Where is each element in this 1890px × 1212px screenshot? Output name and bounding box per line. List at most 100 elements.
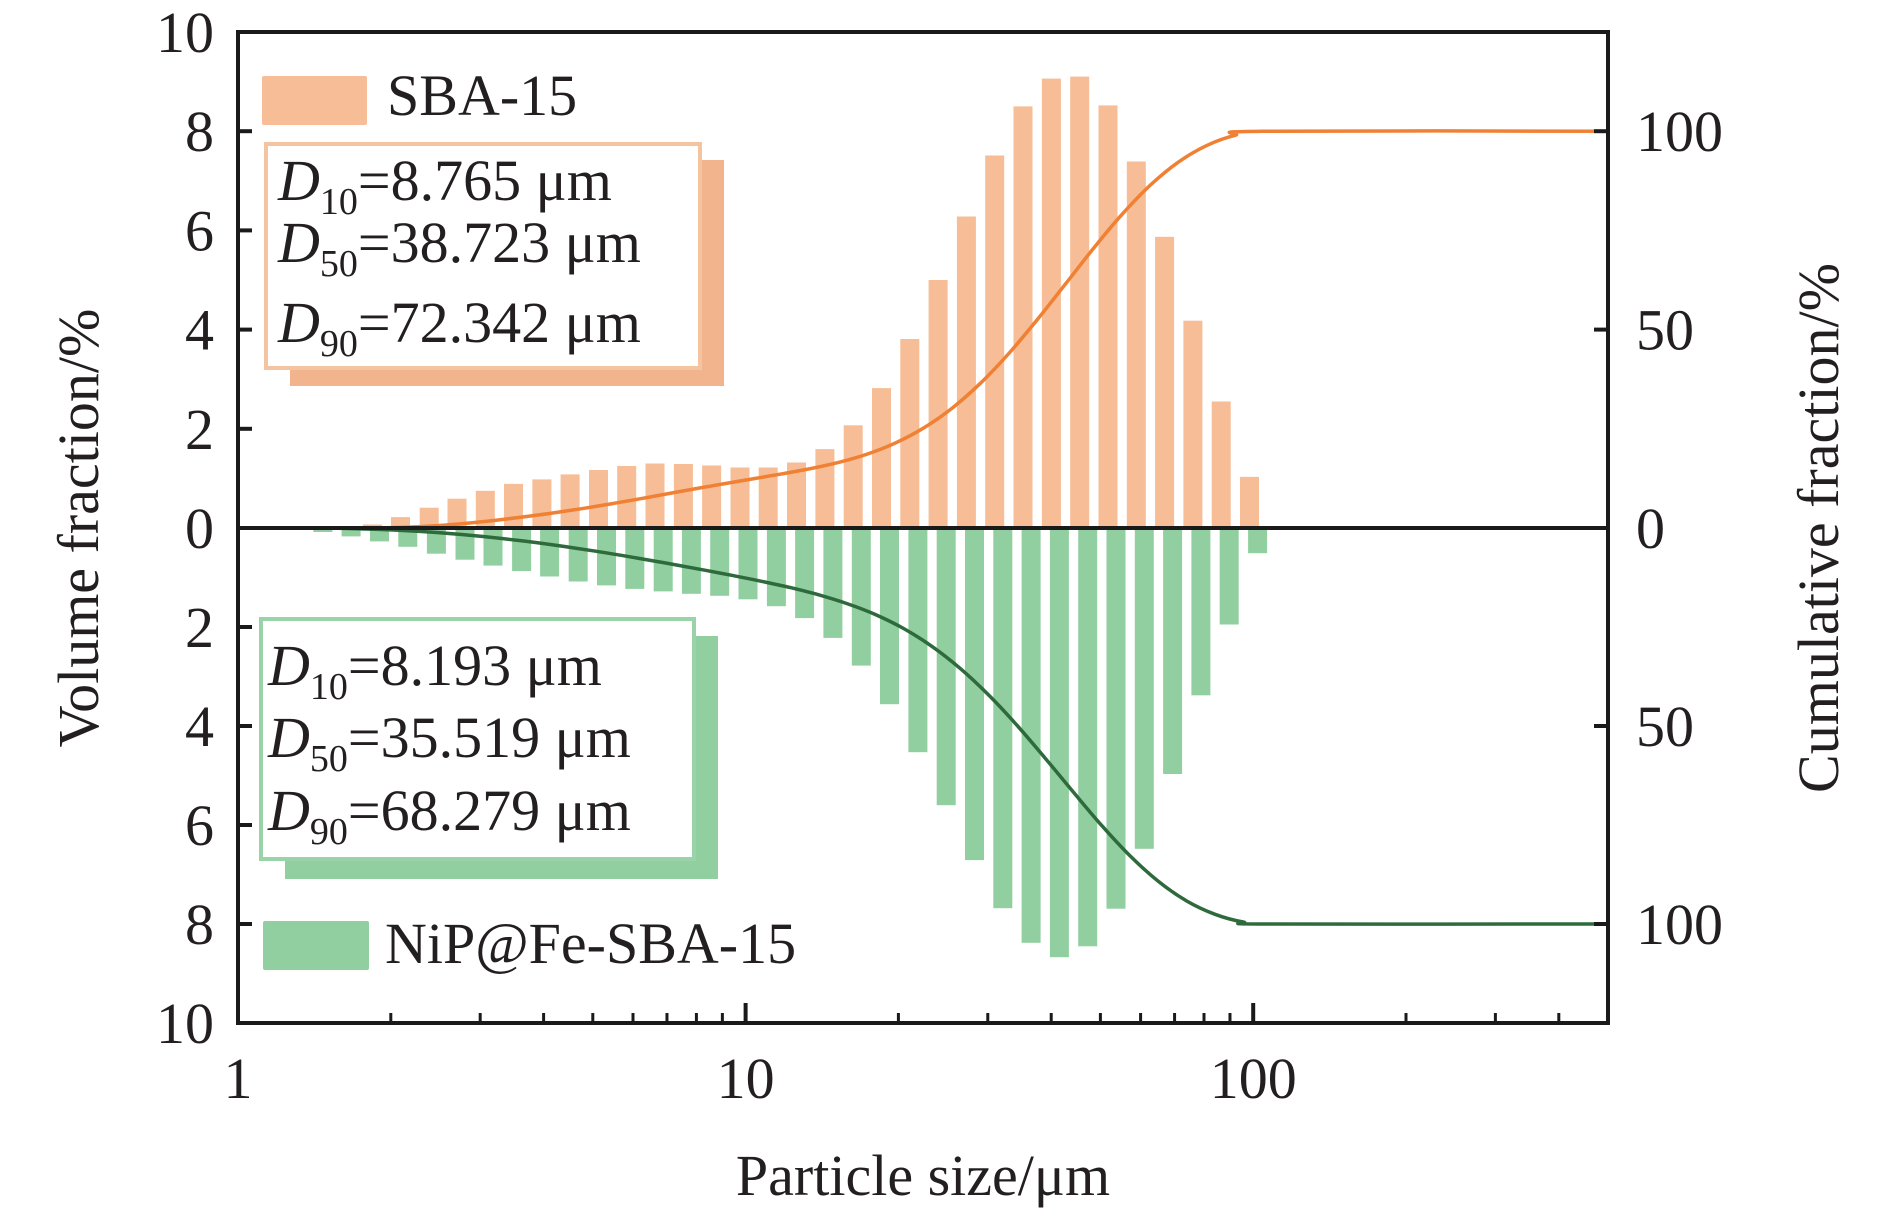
y-left-tick-label: 2 <box>185 595 214 660</box>
bar <box>872 388 891 528</box>
bar <box>1098 105 1118 529</box>
legend-label-nip-fe-sba15: NiP@Fe-SBA-15 <box>385 911 796 976</box>
stat-d50: D50=38.723 μm <box>277 210 641 285</box>
bar <box>597 528 616 586</box>
bar <box>532 479 552 528</box>
sba15-bars <box>362 76 1259 529</box>
bar <box>936 528 956 806</box>
y-right-tick-label: 50 <box>1636 298 1694 363</box>
bar <box>617 466 637 528</box>
x-tick-label: 100 <box>1210 1046 1297 1111</box>
stat-subscript: 50 <box>310 738 348 780</box>
bar <box>447 498 467 528</box>
bar <box>653 528 673 592</box>
bar <box>730 467 750 528</box>
bar <box>758 467 778 528</box>
y-right-tick-label: 100 <box>1636 99 1723 164</box>
bar <box>1049 528 1069 958</box>
bar <box>843 425 863 528</box>
bar <box>985 155 1005 528</box>
bar <box>475 490 495 528</box>
bar <box>673 464 693 528</box>
bar <box>1191 528 1211 696</box>
bar <box>738 528 758 600</box>
bar <box>823 528 843 638</box>
bar <box>1013 106 1033 529</box>
stats-box-frame-sba15 <box>264 142 702 370</box>
bar <box>589 470 608 528</box>
bar <box>560 474 580 528</box>
stat-subscript: 90 <box>320 323 358 365</box>
bar <box>1106 528 1126 909</box>
bar <box>1211 401 1231 528</box>
bar <box>1155 236 1175 529</box>
stat-symbol: D <box>277 290 320 355</box>
stats-box-frame-nip-fe-sba15 <box>259 617 696 861</box>
stat-subscript: 90 <box>310 811 348 853</box>
bar <box>1219 528 1239 625</box>
bar <box>851 528 871 666</box>
y-right-tick-label: 0 <box>1636 496 1665 561</box>
stat-value: =68.279 μm <box>348 778 631 843</box>
bar <box>1183 320 1203 528</box>
y-left-tick-label: 2 <box>185 397 214 462</box>
x-tick-label: 1 <box>224 1046 253 1111</box>
x-axis-title: Particle size/μm <box>736 1143 1110 1208</box>
bar <box>900 339 920 528</box>
y-left-tick-label: 8 <box>185 99 214 164</box>
bar <box>710 528 730 596</box>
bar <box>391 517 410 528</box>
stat-d10: D10=8.193 μm <box>267 633 602 708</box>
bar <box>1248 528 1268 554</box>
stat-subscript: 10 <box>320 181 358 223</box>
stat-value: =35.519 μm <box>348 705 631 770</box>
stat-symbol: D <box>267 633 310 698</box>
bar <box>880 528 899 705</box>
bar <box>512 528 532 572</box>
axis-ticks <box>236 129 1608 1023</box>
y-right-tick-label: 50 <box>1636 694 1694 759</box>
stat-value: =8.193 μm <box>348 633 602 698</box>
stat-value: =38.723 μm <box>358 210 641 275</box>
legend-swatch-nip-fe-sba15 <box>263 921 369 970</box>
bar <box>908 528 928 753</box>
bar <box>795 528 815 619</box>
bar <box>1078 528 1098 947</box>
y-left-tick-label: 4 <box>185 298 214 363</box>
sba15-cumulative-line <box>330 129 1609 530</box>
y-right-tick-label: 100 <box>1636 892 1723 957</box>
y-left-tick-label: 6 <box>185 198 214 263</box>
bar <box>965 528 984 861</box>
y-left-tick-label: 8 <box>185 892 214 957</box>
y-left-tick-label: 10 <box>156 0 214 65</box>
legend-label-sba15: SBA-15 <box>387 63 577 128</box>
stat-d90: D90=72.342 μm <box>277 290 641 365</box>
bar <box>787 462 806 528</box>
bar <box>1163 528 1183 774</box>
y-left-tick-label: 4 <box>185 694 214 759</box>
bar <box>1126 161 1146 528</box>
legend-nip-fe-sba15: NiP@Fe-SBA-15 <box>263 911 796 976</box>
bar <box>1134 528 1154 849</box>
bar <box>681 528 701 594</box>
bar <box>540 528 560 577</box>
stat-d50: D50=35.519 μm <box>267 705 631 780</box>
x-tick-label: 10 <box>717 1046 775 1111</box>
stat-symbol: D <box>267 705 310 770</box>
y-left-tick-label: 0 <box>185 496 214 561</box>
y-left-tick-label: 6 <box>185 793 214 858</box>
nip-fe-sba15-cumulative-line <box>280 526 1609 926</box>
bar <box>341 528 361 537</box>
y-axis-title-right: Cumulative fraction/% <box>1786 263 1851 793</box>
legend-sba15: SBA-15 <box>262 63 577 128</box>
bar <box>1021 528 1041 943</box>
y-left-tick-label: 10 <box>156 991 214 1056</box>
bar <box>993 528 1013 909</box>
bar <box>504 483 523 528</box>
bar <box>1240 476 1259 528</box>
